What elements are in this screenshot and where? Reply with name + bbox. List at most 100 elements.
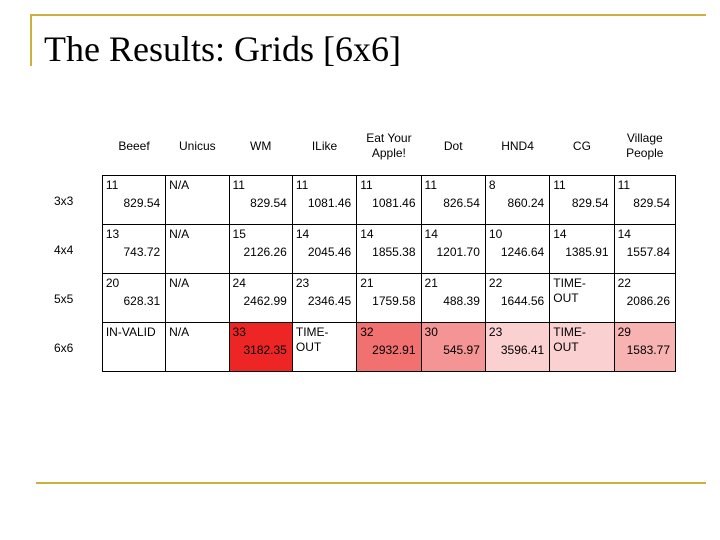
result-cell: 8 860.24 <box>484 175 551 225</box>
column-header: Eat Your Apple! <box>366 131 412 160</box>
result-cell: 11 826.54 <box>420 175 486 225</box>
result-cell: TIME-OUT <box>291 322 358 372</box>
title-rule-vertical <box>30 14 32 66</box>
result-time: 1759.58 <box>372 294 416 308</box>
table-row: 6x6 IN-VALID N/A 33 3182.35 TIME-OUT 32 2932.91… <box>40 322 677 372</box>
result-time: 545.97 <box>443 343 480 357</box>
result-time: 1201.70 <box>436 245 480 259</box>
result-count: 11 <box>424 178 438 192</box>
result-status: N/A <box>169 178 190 192</box>
result-cell: 29 1583.77 <box>613 322 677 372</box>
result-time: 1385.91 <box>565 245 609 259</box>
title-rule-top <box>30 14 706 16</box>
column-header: ILike <box>311 138 338 153</box>
result-time: 829.54 <box>250 196 287 210</box>
result-time: 2126.26 <box>243 245 287 259</box>
result-count: 22 <box>617 276 631 290</box>
result-time: 1557.84 <box>626 245 670 259</box>
result-count: 14 <box>424 227 438 241</box>
result-count: 14 <box>553 227 567 241</box>
result-count: 11 <box>360 178 373 192</box>
result-time: 3182.35 <box>243 343 287 357</box>
results-table: Beeef Unicus WM ILike Eat Your Apple! Do… <box>40 117 677 372</box>
result-cell: N/A <box>165 224 230 274</box>
result-cell: IN-VALID <box>101 322 167 372</box>
column-header: HND4 <box>501 138 534 153</box>
result-status: IN-VALID <box>105 325 156 339</box>
result-time: 628.31 <box>123 294 161 308</box>
result-count: 11 <box>295 178 309 192</box>
result-status: N/A <box>169 276 190 290</box>
result-cell: 11 829.54 <box>101 175 167 225</box>
result-cell: 13 743.72 <box>101 224 167 274</box>
row-header: 3x3 <box>54 193 74 208</box>
result-cell: TIME-OUT <box>549 273 615 323</box>
result-status: TIME-OUT <box>295 325 329 354</box>
result-cell: 23 3596.41 <box>484 322 551 372</box>
header-row: Beeef Unicus WM ILike Eat Your Apple! Do… <box>40 117 676 176</box>
result-count: 20 <box>105 276 120 290</box>
column-header: Beeef <box>118 138 150 153</box>
column-header: Village People <box>626 131 664 160</box>
result-cell: 21 488.39 <box>420 273 486 323</box>
result-cell: 20 628.31 <box>101 273 167 323</box>
table-row: 5x5 20 628.31 N/A 24 2462.99 23 2346.45 21 1759.5… <box>40 273 677 323</box>
footer-rule <box>36 482 706 484</box>
result-cell: 22 2086.26 <box>613 273 677 323</box>
column-header: Unicus <box>179 138 216 153</box>
result-count: 11 <box>553 178 566 192</box>
result-count: 21 <box>360 276 374 290</box>
result-cell: 24 2462.99 <box>228 273 293 323</box>
result-cell: N/A <box>165 273 230 323</box>
result-time: 829.54 <box>123 196 161 210</box>
result-cell: 23 2346.45 <box>291 273 358 323</box>
result-cell: N/A <box>165 175 230 225</box>
result-cell: 14 1201.70 <box>420 224 486 274</box>
result-count: 33 <box>232 325 246 339</box>
result-count: 10 <box>488 227 503 241</box>
result-cell: 32 2932.91 <box>356 322 422 372</box>
result-cell: 30 545.97 <box>420 322 486 372</box>
result-count: 8 <box>488 178 496 192</box>
result-time: 3596.41 <box>500 343 545 357</box>
result-time: 829.54 <box>571 196 609 210</box>
result-count: 32 <box>360 325 374 339</box>
row-header: 5x5 <box>54 291 74 306</box>
result-count: 11 <box>617 178 631 192</box>
slide-title: The Results: Grids [6x6] <box>44 29 401 69</box>
table-row: 4x4 13 743.72 N/A 15 2126.26 14 2045.46 14 1855.3… <box>40 224 677 274</box>
column-header: CG <box>572 138 591 153</box>
result-cell: 21 1759.58 <box>356 273 422 323</box>
result-time: 2932.91 <box>372 343 416 357</box>
result-count: 15 <box>232 227 246 241</box>
result-cell: 15 2126.26 <box>228 224 293 274</box>
result-status: N/A <box>169 325 190 339</box>
result-time: 2346.45 <box>307 294 352 308</box>
result-count: 23 <box>488 325 503 339</box>
result-status: TIME-OUT <box>553 325 586 354</box>
result-count: 13 <box>105 227 120 241</box>
result-time: 860.24 <box>507 196 545 210</box>
corner-cell <box>40 117 102 176</box>
result-cell: 11 1081.46 <box>291 175 358 225</box>
result-time: 1081.46 <box>307 196 352 210</box>
result-status: TIME-OUT <box>553 276 586 305</box>
result-count: 24 <box>232 276 246 290</box>
result-cell: 14 1855.38 <box>356 224 422 274</box>
result-count: 14 <box>295 227 310 241</box>
results-body: 3x3 11 829.54 N/A 11 829.54 11 1081.46 11 1081.46… <box>40 175 677 372</box>
row-header: 4x4 <box>54 242 74 257</box>
result-cell: 14 1385.91 <box>549 224 615 274</box>
result-cell: 22 1644.56 <box>484 273 551 323</box>
column-header: Dot <box>443 138 463 153</box>
result-cell: 14 2045.46 <box>291 224 358 274</box>
row-header: 6x6 <box>54 340 74 355</box>
result-cell: 33 3182.35 <box>228 322 293 372</box>
result-time: 1081.46 <box>372 196 416 210</box>
result-cell: TIME-OUT <box>549 322 615 372</box>
result-count: 23 <box>295 276 310 290</box>
result-cell: 11 1081.46 <box>356 175 422 225</box>
result-count: 29 <box>617 325 631 339</box>
result-time: 829.54 <box>633 196 670 210</box>
table-row: 3x3 11 829.54 N/A 11 829.54 11 1081.46 11 1081.46… <box>40 175 677 225</box>
